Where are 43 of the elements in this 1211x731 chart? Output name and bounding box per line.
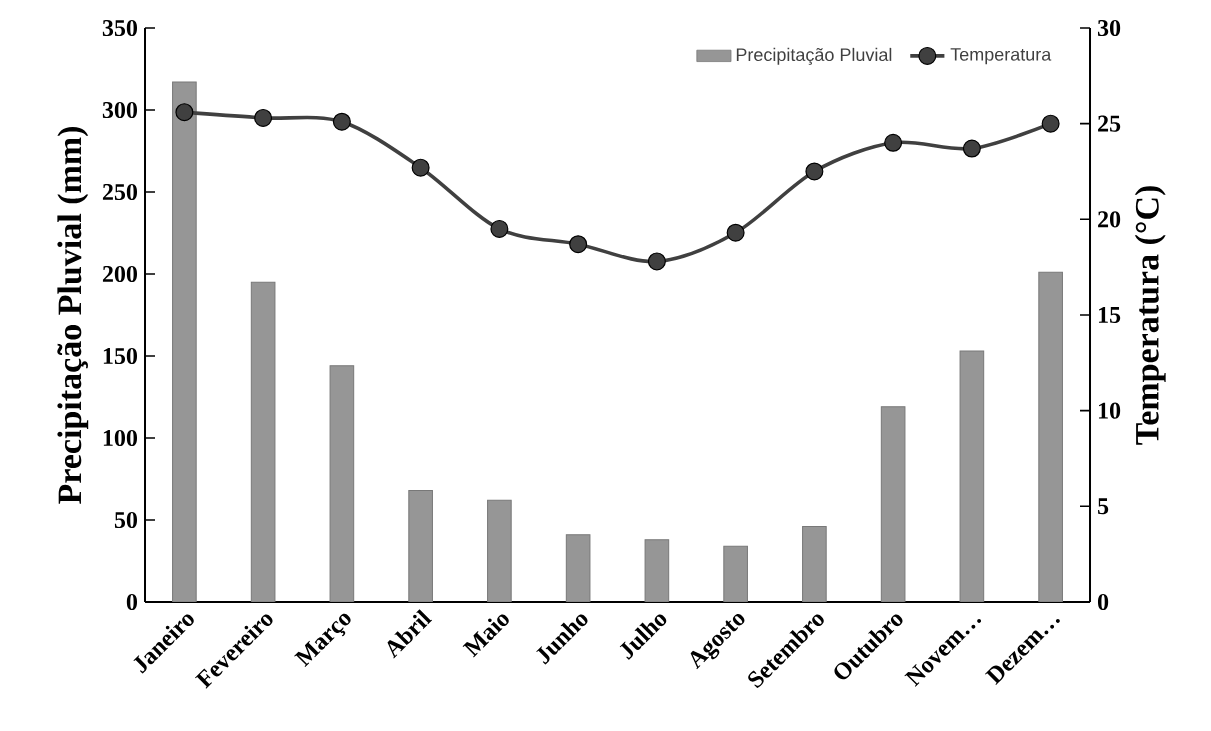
bar	[723, 545, 748, 602]
point	[175, 103, 194, 122]
bar	[172, 81, 197, 602]
y-tick-label: 50	[114, 511, 138, 529]
point	[1041, 114, 1060, 133]
bar	[565, 534, 591, 602]
legend-label: Precipitação Pluvial	[736, 47, 892, 65]
y2-tick-label: 15	[1098, 306, 1121, 324]
y2-tick-label: 25	[1098, 115, 1121, 132]
y-tick-label: 0	[126, 593, 138, 611]
y2-tick-label: 20	[1098, 211, 1121, 228]
y-tick-label: 150	[103, 347, 138, 365]
bar	[329, 365, 355, 602]
bar	[880, 406, 906, 602]
point	[647, 252, 666, 271]
point	[884, 133, 903, 152]
point	[411, 158, 430, 177]
y-axis-title: Precipitação Pluvial (mm)	[57, 127, 89, 504]
y-tick-label: 200	[102, 265, 138, 283]
y-tick-label: 350	[102, 19, 138, 37]
bar	[1038, 271, 1063, 602]
point	[726, 223, 745, 242]
bar	[487, 499, 512, 602]
bar	[644, 539, 670, 602]
legend-label: Temperatura	[950, 48, 1052, 65]
y2-tick-label: 10	[1098, 402, 1121, 419]
y-tick-label: 300	[102, 101, 138, 119]
point	[332, 112, 351, 131]
point	[805, 162, 824, 181]
y2-tick-label: 0	[1097, 593, 1109, 611]
point	[254, 108, 273, 127]
point	[490, 219, 509, 238]
point	[569, 235, 588, 254]
bar	[802, 526, 827, 602]
bar	[408, 489, 433, 602]
point	[962, 139, 981, 158]
y-tick-label: 100	[103, 429, 138, 447]
y2-tick-label: 5	[1098, 498, 1109, 515]
y2-tick-label: 30	[1097, 19, 1121, 37]
y2-axis-title: Temperatura (°C)	[1134, 186, 1166, 445]
bar	[959, 350, 985, 602]
y-tick-label: 250	[102, 183, 138, 201]
bar	[250, 281, 276, 602]
